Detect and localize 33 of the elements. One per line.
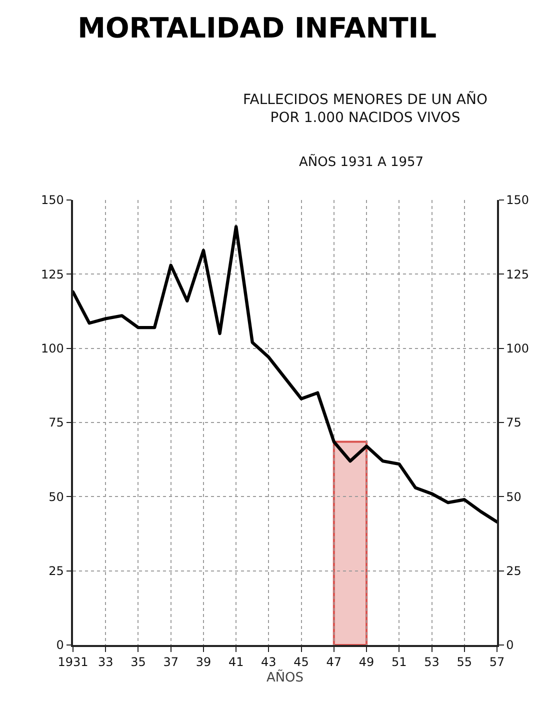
y-tick-label: 75 (48, 416, 64, 430)
x-tick-label: 43 (261, 655, 276, 670)
x-tick-label: 45 (294, 655, 309, 670)
y-tick-label: 150 (40, 193, 64, 208)
text: AÑOS 1931 A 1957 (299, 154, 424, 170)
x-axis-title: AÑOS (266, 669, 304, 686)
x-tick-label: 37 (163, 655, 178, 670)
x-tick-label: 35 (130, 655, 146, 670)
y2-tick-label: 50 (506, 490, 522, 504)
chart-subtitle: FALLECIDOS MENORES DE UN AÑO POR 1.000 NACIDOS VIVOS (243, 91, 488, 126)
x-tick-label: 41 (228, 655, 244, 670)
y-tick-label: 0 (56, 638, 64, 652)
chart-title: MORTALIDAD INFANTIL (78, 11, 437, 44)
line-series (73, 225, 497, 524)
x-tick-label: 39 (196, 655, 212, 670)
y2-tick-label: 100 (506, 342, 530, 356)
x-tick-label: 57 (489, 655, 505, 670)
y2-tick-label: 150 (506, 193, 530, 208)
x-tick-label: 33 (98, 655, 114, 670)
y2-tick-label: 25 (506, 564, 522, 578)
y-tick-label: 100 (40, 342, 64, 356)
y-tick-label: 125 (40, 267, 64, 282)
y2-tick-label: 125 (506, 267, 530, 282)
x-tick-label: 53 (424, 655, 440, 670)
y-tick-label: 50 (48, 490, 64, 504)
y2-tick-label: 0 (506, 638, 514, 652)
y-tick-label: 25 (48, 564, 64, 578)
x-tick-label: 47 (326, 655, 342, 670)
x-tick-label: 55 (456, 655, 472, 670)
x-tick-label: 49 (358, 655, 374, 670)
x-tick-label: 1931 (58, 655, 88, 670)
y2-tick-label: 75 (506, 416, 522, 430)
x-tick-label: 51 (392, 655, 407, 670)
